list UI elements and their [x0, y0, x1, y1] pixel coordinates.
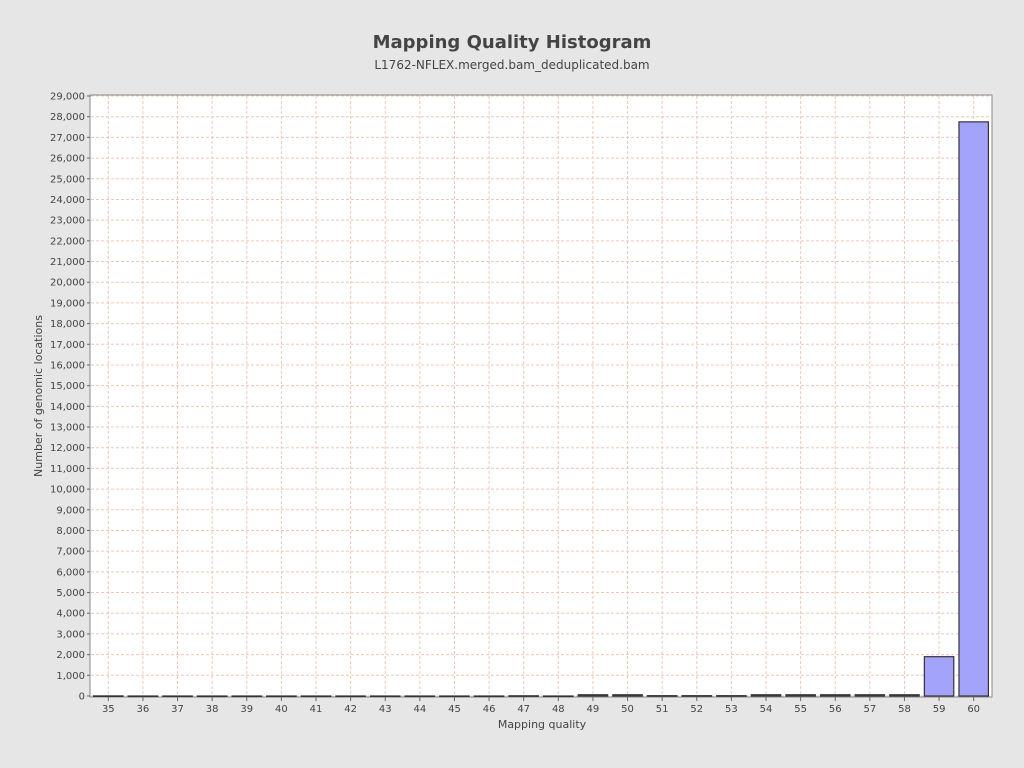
- y-tick-label: 14,000: [50, 402, 85, 413]
- y-tick-label: 29,000: [50, 92, 85, 103]
- x-tick-label: 45: [448, 704, 461, 715]
- x-tick-label: 59: [933, 704, 946, 715]
- bar-mq-36: [127, 695, 159, 698]
- axes: 0 1,000 2,000 3,000 4,000 5,000 6,000 7,000 8,00…: [50, 92, 980, 716]
- y-tick-label: 18,000: [50, 319, 85, 330]
- y-tick-label: 25,000: [50, 174, 85, 185]
- x-tick-label: 46: [483, 704, 496, 715]
- bar-mq-41: [300, 695, 332, 698]
- x-tick-label: 43: [379, 704, 392, 715]
- bar-mq-43: [369, 695, 401, 698]
- y-tick-label: 6,000: [56, 567, 85, 578]
- y-tick-label: 15,000: [50, 381, 85, 392]
- x-tick-label: 57: [863, 704, 876, 715]
- bar-mq-35: [92, 695, 124, 697]
- y-tick-label: 0: [79, 692, 85, 703]
- bar-mq-47: [508, 695, 540, 697]
- bar-mq-38: [196, 695, 228, 698]
- y-tick-label: 5,000: [56, 588, 85, 599]
- x-tick-label: 53: [725, 704, 738, 715]
- x-tick-label: 54: [760, 704, 773, 715]
- grid-lines: [91, 95, 991, 697]
- bar-mq-39: [231, 695, 263, 698]
- bar-mq-44: [404, 695, 436, 698]
- y-tick-label: 22,000: [50, 236, 85, 247]
- y-tick-label: 27,000: [50, 133, 85, 144]
- bar-mq-45: [439, 695, 470, 698]
- chart-subtitle: L1762-NFLEX.merged.bam_deduplicated.bam: [374, 58, 649, 72]
- plot-area: [89, 94, 993, 698]
- x-tick-label: 40: [275, 704, 288, 715]
- y-tick-label: 13,000: [50, 423, 85, 434]
- x-tick-label: 55: [794, 704, 807, 715]
- y-tick-label: 26,000: [50, 154, 85, 165]
- bar-mq-54: [750, 694, 782, 697]
- bar-mq-40: [266, 695, 297, 698]
- x-tick-label: 47: [517, 704, 530, 715]
- y-tick-label: 2,000: [56, 650, 85, 661]
- x-tick-label: 51: [656, 704, 669, 715]
- bar-mq-52: [681, 695, 713, 697]
- x-tick-label: 37: [171, 704, 184, 715]
- y-tick-label: 4,000: [56, 609, 85, 620]
- chart-title: Mapping Quality Histogram: [373, 32, 652, 53]
- x-tick-label: 39: [240, 704, 253, 715]
- bar-mq-46: [473, 695, 505, 698]
- x-tick-label: 58: [898, 704, 911, 715]
- y-tick-label: 10,000: [50, 485, 85, 496]
- y-tick-label: 28,000: [50, 112, 85, 123]
- y-tick-label: 8,000: [56, 526, 85, 537]
- x-tick-label: 44: [413, 704, 426, 715]
- x-tick-label: 36: [137, 704, 150, 715]
- bar-mq-37: [162, 695, 193, 698]
- y-tick-label: 11,000: [50, 464, 85, 475]
- y-tick-label: 20,000: [50, 278, 85, 289]
- bar-mq-53: [716, 695, 747, 697]
- bar-mq-60: [958, 121, 990, 697]
- bars: [92, 121, 990, 698]
- y-tick-label: 19,000: [50, 298, 85, 309]
- bar-mq-55: [785, 694, 816, 697]
- bar-mq-58: [889, 694, 920, 697]
- bar-mq-59: [923, 656, 955, 697]
- bar-mq-48: [542, 695, 574, 698]
- y-tick-label: 17,000: [50, 340, 85, 351]
- x-axis-label: Mapping quality: [498, 718, 587, 731]
- bar-mq-50: [612, 694, 643, 697]
- y-tick-label: 1,000: [56, 671, 85, 682]
- y-tick-label: 12,000: [50, 443, 85, 454]
- y-tick-label: 23,000: [50, 216, 85, 227]
- y-tick-label: 24,000: [50, 195, 85, 206]
- x-tick-label: 35: [102, 704, 115, 715]
- bar-mq-51: [646, 695, 678, 697]
- bar-mq-56: [819, 694, 851, 697]
- y-tick-label: 16,000: [50, 360, 85, 371]
- y-tick-label: 21,000: [50, 257, 85, 268]
- x-tick-label: 49: [587, 704, 600, 715]
- y-axis-label: Number of genomic locations: [32, 315, 45, 477]
- y-tick-label: 7,000: [56, 547, 85, 558]
- bar-mq-49: [577, 694, 609, 697]
- x-tick-label: 60: [967, 704, 980, 715]
- x-tick-label: 48: [552, 704, 565, 715]
- x-tick-label: 42: [344, 704, 357, 715]
- y-tick-label: 3,000: [56, 629, 85, 640]
- bar-mq-42: [335, 695, 366, 698]
- x-tick-label: 38: [206, 704, 219, 715]
- y-tick-label: 9,000: [56, 505, 85, 516]
- x-tick-label: 56: [829, 704, 842, 715]
- x-tick-label: 41: [310, 704, 323, 715]
- x-tick-label: 52: [690, 704, 703, 715]
- bar-mq-57: [854, 694, 886, 697]
- x-tick-label: 50: [621, 704, 634, 715]
